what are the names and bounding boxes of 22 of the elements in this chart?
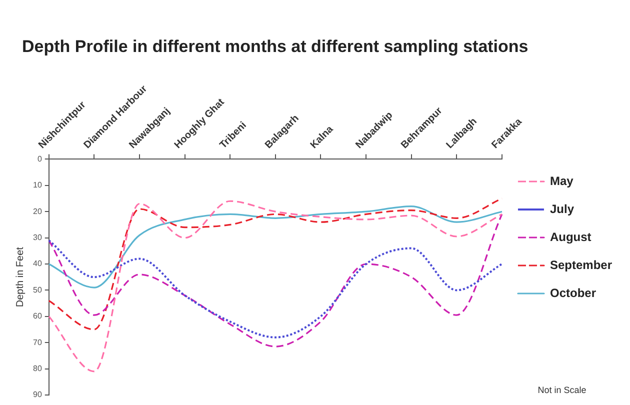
y-tick-label: 80 [32, 364, 42, 374]
y-tick-label: 0 [37, 154, 42, 164]
y-tick-label: 10 [32, 180, 42, 190]
chart-title: Depth Profile in different months at different sampling stations [22, 36, 530, 58]
y-tick-label: 30 [32, 233, 42, 242]
legend-label: September [550, 258, 612, 272]
y-tick-label: 50 [32, 285, 42, 294]
line-series [48, 213, 503, 348]
y-axis-title: Depth in Feet [14, 246, 26, 308]
line-series [48, 239, 503, 338]
text: Not in Scale [538, 385, 586, 395]
y-tick-label: 20 [32, 206, 42, 216]
line-series [48, 200, 503, 372]
legend-label: May [550, 174, 574, 188]
legend-label: July [550, 202, 574, 216]
y-tick-label: 70 [32, 338, 42, 347]
legend-label: August [550, 230, 592, 244]
legend-label: October [550, 286, 596, 300]
y-tick-label: 90 [32, 390, 42, 400]
y-tick-label: 40 [32, 259, 42, 268]
y-tick-label: 60 [32, 312, 42, 321]
line-series [48, 206, 503, 288]
